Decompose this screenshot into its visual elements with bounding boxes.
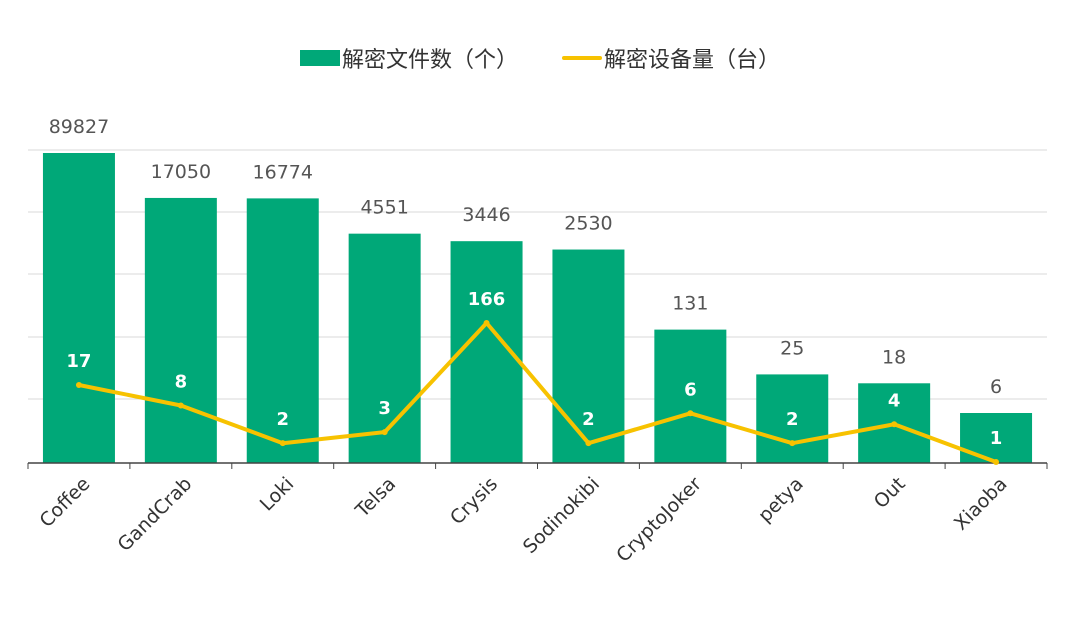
line-value-label: 1 [990,428,1003,449]
bar-gandcrab[interactable] [144,197,217,463]
line-point[interactable] [381,429,388,436]
bar-value-label: 18 [882,346,906,368]
bar-value-label: 2530 [564,213,612,235]
legend-item-devices[interactable]: 解密设备量（台） [562,42,780,74]
chart-legend: 解密文件数（个） 解密设备量（台） [0,42,1080,74]
x-tick-label: Out [870,473,910,513]
legend-label-files: 解密文件数（个） [341,48,518,73]
line-value-label: 2 [276,409,289,430]
line-value-label: 2 [786,409,799,430]
x-tick-label: Telsa [351,473,400,522]
legend-item-files[interactable]: 解密文件数（个） [299,42,518,74]
line-value-label: 4 [888,390,901,411]
line-point[interactable] [75,381,82,388]
bar-cryptojoker[interactable] [654,329,727,463]
x-tick-label: Crysis [446,473,502,529]
line-value-label: 166 [468,289,506,310]
line-point[interactable] [891,421,898,428]
bar-value-label: 89827 [49,116,109,138]
x-tick-label: Sodinokibi [519,473,604,558]
line-point[interactable] [687,410,694,417]
line-point[interactable] [585,440,592,447]
line-value-label: 2 [582,409,595,430]
x-tick-label: GandCrab [113,473,196,556]
bar-value-label: 17050 [151,161,211,183]
bar-telsa[interactable] [348,233,421,463]
legend-line-swatch [562,56,602,60]
x-tick-label: CryptoJoker [612,473,706,567]
legend-label-devices: 解密设备量（台） [604,48,781,73]
x-tick-label: Coffee [36,473,95,532]
line-value-label: 3 [378,398,391,419]
line-point[interactable] [789,440,796,447]
line-point[interactable] [993,459,1000,465]
line-value-label: 17 [66,351,91,372]
bar-petya[interactable] [756,374,829,463]
line-point[interactable] [177,402,184,409]
line-point[interactable] [483,320,490,326]
bar-value-label: 131 [672,293,708,315]
bar-value-label: 4551 [360,197,408,219]
device-count-line[interactable] [78,321,997,464]
bar-sodinokibi[interactable] [552,249,625,463]
x-tick-label: Xiaoba [950,473,1012,535]
bar-value-label: 16774 [253,161,313,183]
legend-bar-swatch [299,50,340,66]
bar-loki[interactable] [246,198,319,463]
bar-value-label: 3446 [462,204,510,226]
line-value-label: 8 [175,371,188,392]
bar-value-label: 25 [780,337,804,359]
line-value-label: 6 [684,379,697,400]
line-point[interactable] [279,440,286,447]
x-tick-label: Loki [256,473,299,516]
bar-coffee[interactable] [42,153,115,463]
x-tick-label: petya [754,473,808,527]
bar-value-label: 6 [990,376,1002,398]
